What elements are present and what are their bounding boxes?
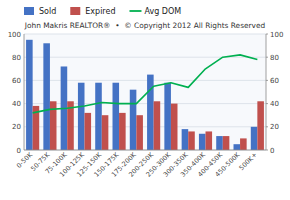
y2-axis bbox=[266, 34, 267, 150]
bar bbox=[199, 134, 206, 150]
bar bbox=[206, 131, 213, 150]
y2-tick-label: 80 bbox=[270, 54, 279, 62]
legend-label: Avg DOM bbox=[144, 7, 181, 16]
y2-tick-label: 100 bbox=[270, 31, 283, 39]
bar bbox=[240, 138, 247, 150]
bar bbox=[234, 144, 241, 150]
title: John Makris REALTOR® • © Copyright 2012 … bbox=[24, 21, 266, 30]
bar bbox=[182, 129, 189, 150]
marks bbox=[26, 40, 264, 150]
plot-area bbox=[24, 34, 266, 150]
y2-tick-label: 60 bbox=[270, 77, 279, 85]
legend-swatch bbox=[70, 7, 80, 15]
y2-tick-label: 40 bbox=[270, 100, 279, 108]
grid-line bbox=[24, 103, 266, 104]
bar bbox=[223, 136, 230, 150]
legend-label: Expired bbox=[85, 7, 115, 16]
y2-tick-label: 0 bbox=[270, 147, 274, 155]
y-tick-label: 100 bbox=[8, 31, 21, 39]
chart: 0204060801000204060801000-50K50-75K75-10… bbox=[0, 0, 290, 200]
y2-tick-label: 20 bbox=[270, 123, 279, 131]
bar bbox=[113, 83, 120, 150]
legend-swatch bbox=[129, 10, 141, 12]
bar bbox=[216, 136, 223, 150]
x-tick-label: 500K+ bbox=[237, 151, 258, 172]
bar bbox=[43, 43, 50, 150]
grid-line bbox=[24, 80, 266, 81]
grid-line bbox=[24, 126, 266, 127]
x-axis bbox=[24, 150, 266, 151]
legend-swatch bbox=[24, 7, 34, 15]
line bbox=[33, 55, 258, 113]
bar bbox=[130, 90, 137, 150]
y-tick-label: 60 bbox=[12, 77, 21, 85]
y-tick-label: 40 bbox=[12, 100, 21, 108]
bar bbox=[147, 75, 154, 150]
bar bbox=[119, 113, 126, 150]
bar bbox=[257, 101, 264, 150]
y-tick-label: 0 bbox=[17, 147, 21, 155]
bar bbox=[95, 83, 102, 150]
bar bbox=[188, 131, 195, 150]
bar bbox=[78, 83, 85, 150]
legend-label: Sold bbox=[39, 7, 56, 16]
bar bbox=[164, 83, 171, 150]
bar bbox=[26, 40, 33, 150]
grid-line bbox=[24, 150, 266, 151]
y-tick-label: 80 bbox=[12, 54, 21, 62]
x-tick-label: 450-500K bbox=[214, 150, 242, 178]
bar bbox=[85, 113, 92, 150]
y-tick-label: 20 bbox=[12, 123, 21, 131]
bar bbox=[251, 127, 258, 150]
bar bbox=[102, 115, 109, 150]
y-axis bbox=[24, 34, 25, 150]
bar bbox=[136, 115, 143, 150]
grid-line bbox=[24, 34, 266, 35]
bar bbox=[154, 101, 161, 150]
bar bbox=[171, 104, 178, 150]
